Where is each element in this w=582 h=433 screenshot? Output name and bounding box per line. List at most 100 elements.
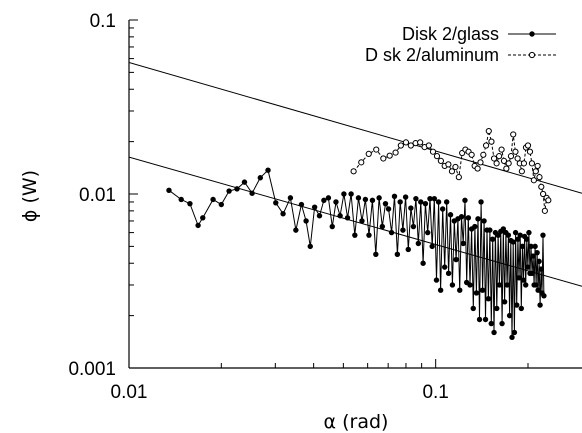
data-point-glass: [489, 236, 496, 242]
data-point-glass: [530, 253, 536, 259]
data-point-glass: [344, 215, 351, 221]
data-point-glass: [504, 282, 510, 288]
data-point-aluminum: [510, 131, 517, 138]
data-point-aluminum: [397, 142, 404, 149]
data-point-aluminum: [493, 160, 500, 167]
data-point-glass: [422, 200, 429, 207]
data-point-glass: [382, 200, 389, 207]
data-point-glass: [218, 201, 225, 208]
data-point-aluminum: [482, 142, 490, 149]
data-point-aluminum: [507, 153, 515, 160]
data-point-glass: [514, 302, 520, 308]
data-point-glass: [325, 195, 332, 201]
data-point-glass: [385, 206, 392, 212]
data-point-glass: [341, 191, 347, 197]
data-point-glass: [298, 201, 305, 208]
y-tick-label: 0.1: [90, 11, 116, 32]
data-point-aluminum: [545, 197, 552, 204]
data-point-glass: [405, 246, 411, 253]
data-point-glass: [453, 256, 459, 263]
data-point-aluminum: [485, 127, 492, 135]
data-point-glass: [462, 197, 468, 204]
data-point-glass: [472, 223, 478, 230]
data-point-glass: [511, 329, 518, 336]
data-point-aluminum: [530, 177, 537, 184]
data-point-aluminum: [503, 165, 510, 172]
data-point-glass: [431, 195, 438, 202]
data-point-aluminum: [433, 153, 441, 160]
data-point-glass: [482, 316, 489, 323]
data-point-aluminum: [365, 150, 372, 158]
data-point-glass: [437, 287, 444, 293]
data-point-glass: [200, 215, 206, 221]
data-point-aluminum: [490, 155, 498, 162]
data-point-aluminum: [539, 190, 547, 198]
legend-label-glass: Disk 2/glass: [402, 24, 499, 44]
data-point-glass: [445, 270, 452, 277]
data-point-glass: [187, 200, 193, 207]
data-point-glass: [195, 222, 201, 229]
data-point-aluminum: [528, 160, 536, 167]
data-point-aluminum: [425, 142, 432, 149]
data-point-aluminum: [358, 159, 365, 166]
data-point-glass: [457, 287, 463, 293]
data-point-aluminum: [429, 148, 437, 155]
data-point-aluminum: [448, 168, 456, 175]
data-point-glass: [515, 236, 521, 242]
data-point-glass: [166, 187, 172, 194]
data-point-glass: [329, 223, 335, 230]
data-point-aluminum: [386, 152, 393, 159]
data-point-aluminum: [468, 151, 475, 158]
data-point-glass: [491, 329, 497, 336]
data-point-glass: [241, 179, 248, 185]
data-point-glass: [525, 264, 531, 270]
data-point-aluminum: [455, 174, 462, 181]
data-point-glass: [467, 282, 473, 288]
data-point-glass: [485, 296, 492, 302]
data-point-glass: [265, 167, 271, 173]
data-point-glass: [376, 195, 382, 201]
data-point-glass: [321, 197, 327, 204]
data-point-glass: [465, 215, 472, 221]
data-point-aluminum: [392, 149, 399, 156]
data-point-glass: [479, 287, 486, 293]
markers-layer: [166, 127, 552, 341]
legend-label-aluminum: D sk 2/aluminum: [365, 45, 499, 65]
data-point-glass: [366, 232, 372, 238]
data-point-glass: [439, 206, 446, 212]
data-point-aluminum: [526, 148, 534, 155]
data-point-glass: [362, 196, 369, 203]
data-point-aluminum: [437, 157, 445, 164]
data-point-aluminum: [452, 163, 459, 171]
data-point-glass: [429, 243, 435, 250]
data-point-glass: [337, 213, 343, 219]
data-point-glass: [391, 193, 398, 200]
data-point-glass: [460, 240, 466, 247]
data-point-glass: [433, 277, 440, 283]
data-point-glass: [257, 175, 263, 181]
data-point-glass: [249, 190, 255, 196]
data-point-glass: [533, 282, 539, 288]
data-point-glass: [413, 195, 419, 202]
data-point-glass: [408, 205, 414, 211]
data-point-glass: [369, 197, 376, 204]
data-point-glass: [435, 199, 442, 205]
data-point-glass: [518, 305, 525, 312]
data-point-aluminum: [505, 160, 512, 167]
data-point-glass: [487, 227, 493, 233]
data-point-aluminum: [534, 162, 541, 170]
data-point-aluminum: [480, 151, 487, 158]
data-point-aluminum: [445, 161, 452, 168]
data-point-aluminum: [520, 160, 528, 167]
data-point-glass: [447, 212, 454, 218]
data-point-glass: [526, 229, 532, 236]
data-point-glass: [494, 305, 500, 312]
data-point-glass: [528, 243, 534, 250]
data-point-aluminum: [538, 183, 545, 190]
y-tick-label: 0.001: [68, 359, 116, 380]
x-tick-label: 0.1: [422, 382, 448, 403]
data-point-glass: [394, 251, 401, 258]
data-point-aluminum: [532, 168, 539, 175]
data-point-glass: [529, 270, 535, 277]
